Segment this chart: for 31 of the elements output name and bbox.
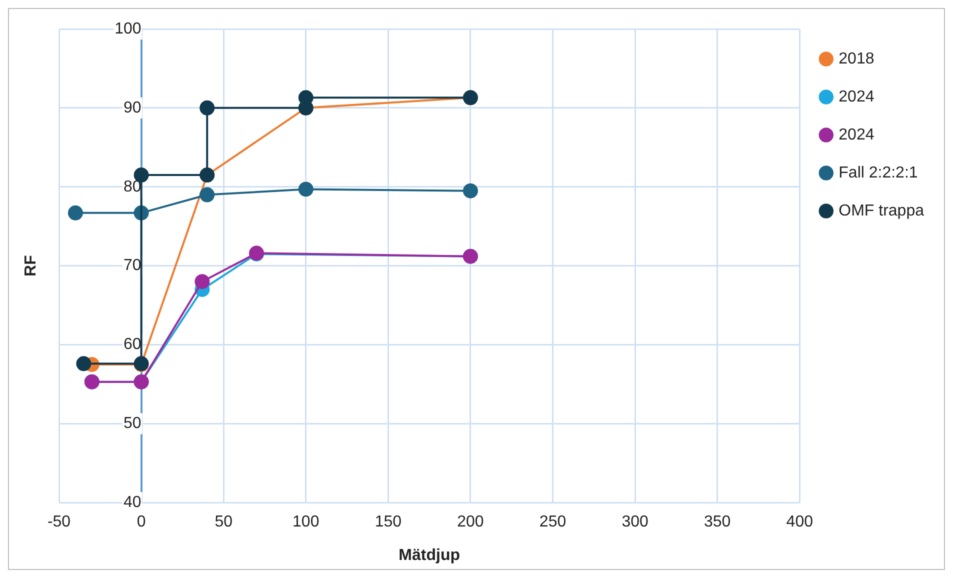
legend-label: Fall 2:2:2:1 [838,164,918,182]
legend-label: 2024 [838,88,874,106]
y-tick-label: 60 [123,336,142,354]
y-axis-title: RF [22,254,40,276]
x-tick-label: 250 [539,514,566,531]
legend-label: 2018 [838,50,874,68]
y-tick-label: 90 [123,99,142,116]
x-tick-label: 150 [374,514,402,531]
x-tick-label: -50 [47,514,71,531]
y-tick-label: 40 [123,494,142,512]
y-tick-label: 70 [123,257,142,274]
x-tick-label: 0 [136,514,146,531]
x-axis-title: Mätdjup [398,546,460,564]
x-tick-label: 200 [457,514,484,531]
x-tick-label: 300 [622,514,648,531]
point [76,356,92,372]
legend-label: OMF trappa [838,202,924,220]
point [200,100,215,116]
x-tick-label: 100 [292,514,320,531]
x-tick-label: 350 [704,514,731,531]
legend-label: 2024 [838,126,874,144]
point [194,274,210,290]
point [68,205,83,220]
y-tick-label: 80 [123,178,142,196]
y-tick-label: 100 [114,20,142,38]
point [462,183,478,198]
x-tick-label: 400 [786,514,814,531]
x-tick-label: 50 [214,514,233,531]
point [298,182,314,197]
point [200,187,215,202]
y-tick-label: 50 [123,415,142,432]
